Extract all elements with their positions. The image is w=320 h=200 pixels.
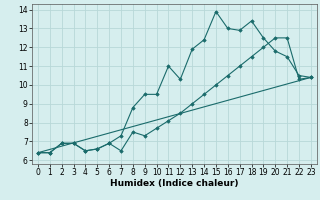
X-axis label: Humidex (Indice chaleur): Humidex (Indice chaleur): [110, 179, 239, 188]
